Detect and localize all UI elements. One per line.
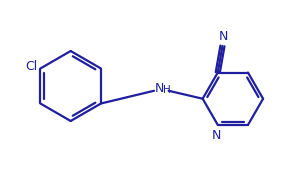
Text: Cl: Cl [26,60,38,73]
Text: N: N [155,82,164,95]
Text: N: N [211,129,221,142]
Text: N: N [218,30,228,43]
Text: H: H [163,85,171,95]
